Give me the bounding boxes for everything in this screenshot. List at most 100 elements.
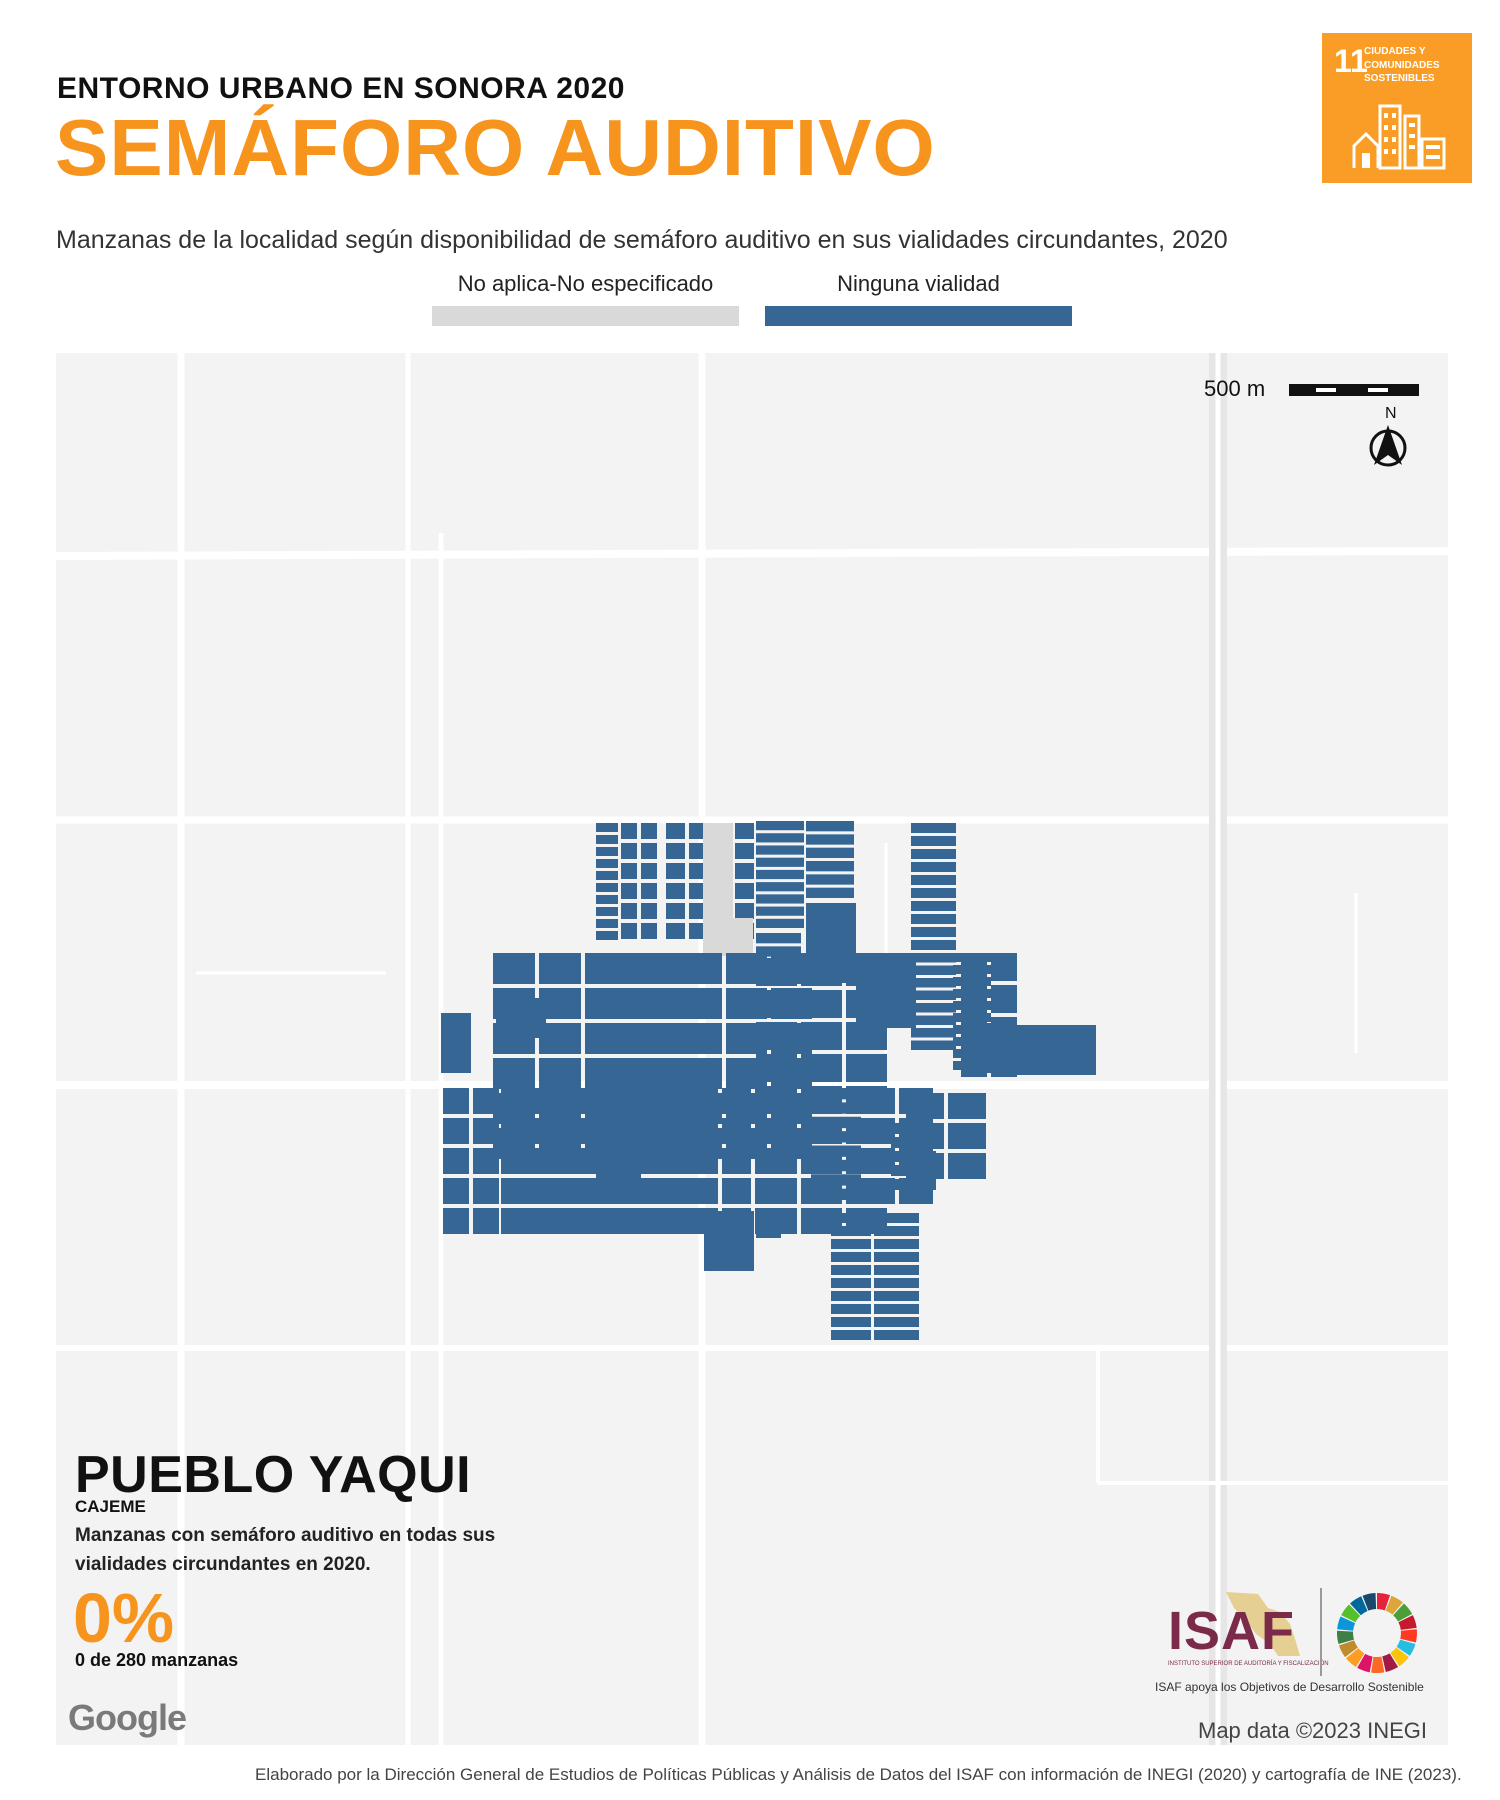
city-block	[596, 823, 618, 832]
city-block	[911, 862, 956, 872]
city-block	[443, 1088, 469, 1114]
city-block	[861, 1088, 895, 1114]
city-block	[756, 882, 804, 892]
city-block	[636, 1058, 677, 1089]
city-block	[801, 1022, 842, 1050]
city-block	[591, 988, 632, 1019]
city-block	[953, 1013, 991, 1022]
indicator-description: Manzanas con semáforo auditivo en todas …	[75, 1525, 496, 1575]
city-block	[911, 965, 956, 975]
city-block	[473, 1178, 499, 1204]
city-block	[641, 823, 657, 839]
city-block	[656, 1148, 685, 1174]
city-block	[666, 923, 685, 939]
city-block	[596, 847, 618, 856]
city-block	[861, 1118, 895, 1144]
sdg-wheel-icon	[1337, 1593, 1417, 1673]
city-block	[641, 923, 657, 939]
sonora-map-icon	[1226, 1592, 1300, 1656]
city-block	[811, 1174, 861, 1186]
city-block	[953, 965, 991, 974]
city-block	[948, 1093, 986, 1119]
city-block	[704, 1211, 754, 1271]
city-block	[953, 989, 991, 998]
city-block	[911, 914, 956, 924]
city-block	[596, 871, 618, 880]
city-block	[756, 833, 804, 843]
city-block	[722, 1178, 751, 1204]
city-block	[656, 1208, 685, 1234]
city-block	[811, 1088, 861, 1100]
city-block	[953, 977, 991, 986]
city-block	[537, 1208, 569, 1234]
city-block	[722, 1088, 751, 1114]
city-block	[911, 927, 956, 937]
city-block	[911, 978, 956, 988]
city-block	[666, 843, 685, 859]
city-block	[473, 1088, 499, 1114]
city-block	[806, 847, 854, 858]
city-block	[811, 1131, 861, 1143]
city-block	[806, 874, 854, 885]
city-block	[756, 906, 804, 916]
city-block	[874, 1291, 919, 1301]
city-block	[666, 863, 685, 879]
city-block	[801, 958, 842, 986]
city-block	[537, 1088, 569, 1114]
city-block	[911, 836, 956, 846]
city-block	[681, 1023, 722, 1054]
city-block	[689, 1148, 718, 1174]
city-block	[861, 1148, 895, 1174]
ods-number: 11	[1334, 43, 1368, 79]
ods-label: CIUDADES Y COMUNIDADES SOSTENIBLES	[1364, 46, 1440, 84]
city-block	[681, 953, 722, 984]
sdg-wheel-segment	[1371, 1656, 1385, 1673]
city-block	[1016, 1025, 1096, 1075]
city-block	[953, 1001, 991, 1010]
city-block	[596, 835, 618, 844]
city-block	[756, 958, 797, 986]
city-block	[501, 1148, 533, 1174]
city-block	[846, 1054, 887, 1082]
city-block	[703, 823, 733, 928]
city-block	[591, 1058, 632, 1089]
sdg-wheel-segment	[1350, 1596, 1368, 1616]
city-block	[756, 845, 804, 855]
city-block	[621, 923, 637, 939]
city-block	[961, 1023, 1016, 1073]
city-block	[811, 1116, 861, 1129]
city-block	[756, 933, 801, 944]
map-attribution: Map data ©2023 INEGI	[1198, 1718, 1428, 1743]
city-block	[621, 903, 637, 919]
legend-label-no-aplica: No aplica-No especificado	[457, 271, 714, 296]
sdg-wheel-segment	[1390, 1647, 1409, 1667]
city-block	[831, 1265, 871, 1275]
city-block	[735, 883, 754, 899]
city-block	[756, 1054, 797, 1082]
city-block	[656, 1118, 685, 1144]
city-block	[641, 883, 657, 899]
sdg-wheel-segment	[1398, 1615, 1417, 1630]
sdg-wheel-segment	[1337, 1630, 1354, 1644]
city-block	[473, 1118, 499, 1144]
sdg-wheel-segment	[1345, 1648, 1365, 1668]
city-block	[953, 953, 991, 962]
footer-credit: Elaborado por la Dirección General de Es…	[255, 1765, 1462, 1784]
city-block	[856, 953, 916, 1028]
municipality-name: CAJEME	[75, 1497, 146, 1516]
city-block	[722, 1148, 751, 1174]
city-block	[911, 849, 956, 859]
sdg-wheel-segment	[1337, 1616, 1356, 1631]
indicator-count: 0 de 280 manzanas	[75, 1650, 239, 1670]
city-block	[891, 1179, 936, 1190]
city-block	[948, 1123, 986, 1149]
city-block	[756, 869, 804, 880]
city-block	[756, 1148, 797, 1174]
indicator-percent: 0%	[73, 1579, 175, 1657]
city-block	[641, 903, 657, 919]
city-block	[596, 1208, 630, 1234]
map-panel[interactable]	[56, 353, 1448, 1745]
city-block	[874, 1226, 919, 1236]
north-arrow-icon	[1369, 425, 1407, 467]
city-block	[911, 990, 956, 1000]
